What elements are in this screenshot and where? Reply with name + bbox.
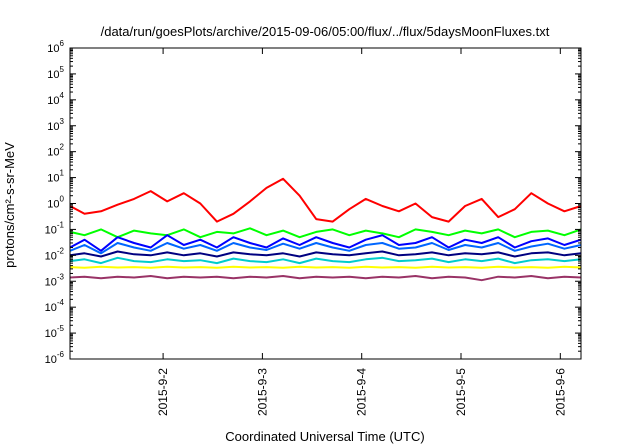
series-line-1 [69, 177, 582, 223]
y-tick-label: 104 [47, 91, 64, 107]
series-line-6 [69, 256, 582, 265]
y-tick-label: 10-5 [45, 324, 65, 340]
x-tick-label: 2015-9-4 [355, 368, 369, 416]
series-layer [69, 177, 582, 282]
x-axis-label: Coordinated Universal Time (UTC) [225, 429, 424, 444]
x-tick-label: 2015-9-3 [255, 368, 269, 416]
y-tick-label: 100 [47, 195, 64, 211]
y-tick-label: 106 [47, 39, 64, 55]
y-tick-label: 102 [47, 143, 64, 159]
y-axis-label: protons/cm²-s-sr-MeV [2, 142, 17, 268]
plot-frame [69, 47, 582, 360]
y-tick-label: 10-6 [45, 350, 65, 366]
series-line-7 [69, 265, 582, 269]
y-tick-label: 10-1 [45, 220, 65, 236]
series-line-3 [69, 234, 582, 252]
y-tick-label: 10-3 [45, 272, 65, 288]
y-tick-label: 103 [47, 117, 64, 133]
x-tick-label: 2015-9-6 [553, 368, 567, 416]
axis-layer: 10-6 10-5 10-4 10-3 10-2 10-1 100 101 102 103 104 1… [45, 39, 581, 416]
x-tick-label: 2015-9-2 [156, 368, 170, 416]
series-line-5 [69, 250, 582, 258]
y-tick-label: 105 [47, 65, 64, 81]
y-tick-label: 101 [47, 169, 64, 185]
y-tick-label: 10-2 [45, 246, 65, 262]
series-line-4 [69, 242, 582, 255]
chart-title: /data/run/goesPlots/archive/2015-09-06/0… [101, 24, 550, 39]
series-line-2 [69, 227, 582, 239]
y-tick-label: 10-4 [45, 298, 65, 314]
series-line-8 [69, 275, 582, 282]
x-tick-label: 2015-9-5 [454, 368, 468, 416]
